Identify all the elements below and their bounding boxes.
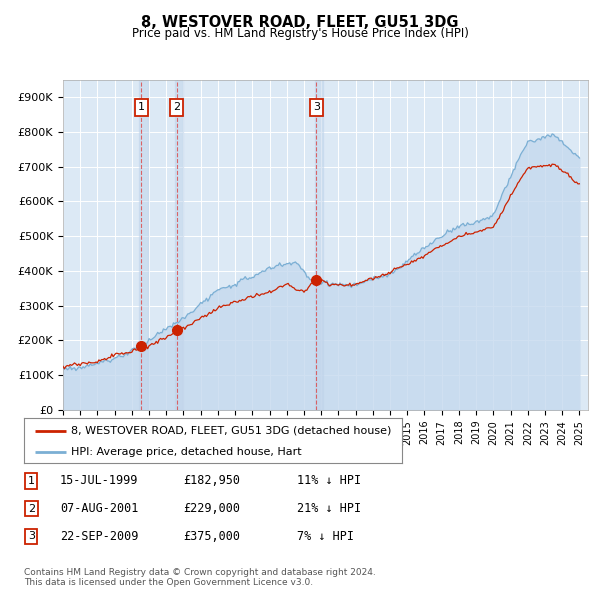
Text: 1: 1: [28, 476, 35, 486]
Text: 2: 2: [28, 504, 35, 513]
Text: £182,950: £182,950: [183, 474, 240, 487]
Text: 7% ↓ HPI: 7% ↓ HPI: [297, 530, 354, 543]
Text: 21% ↓ HPI: 21% ↓ HPI: [297, 502, 361, 515]
Text: £375,000: £375,000: [183, 530, 240, 543]
Text: Contains HM Land Registry data © Crown copyright and database right 2024.
This d: Contains HM Land Registry data © Crown c…: [24, 568, 376, 587]
Bar: [314, 80, 323, 410]
Text: 22-SEP-2009: 22-SEP-2009: [60, 530, 139, 543]
Text: HPI: Average price, detached house, Hart: HPI: Average price, detached house, Hart: [71, 447, 302, 457]
Text: 1: 1: [137, 103, 145, 113]
Text: Price paid vs. HM Land Registry's House Price Index (HPI): Price paid vs. HM Land Registry's House …: [131, 27, 469, 40]
Text: 07-AUG-2001: 07-AUG-2001: [60, 502, 139, 515]
Text: 2: 2: [173, 103, 180, 113]
Text: £229,000: £229,000: [183, 502, 240, 515]
Bar: [175, 80, 184, 410]
Text: 15-JUL-1999: 15-JUL-1999: [60, 474, 139, 487]
Text: 8, WESTOVER ROAD, FLEET, GU51 3DG (detached house): 8, WESTOVER ROAD, FLEET, GU51 3DG (detac…: [71, 426, 392, 436]
Text: 8, WESTOVER ROAD, FLEET, GU51 3DG: 8, WESTOVER ROAD, FLEET, GU51 3DG: [141, 15, 459, 30]
Text: 3: 3: [313, 103, 320, 113]
Text: 3: 3: [28, 532, 35, 541]
Text: 11% ↓ HPI: 11% ↓ HPI: [297, 474, 361, 487]
Bar: [139, 80, 148, 410]
